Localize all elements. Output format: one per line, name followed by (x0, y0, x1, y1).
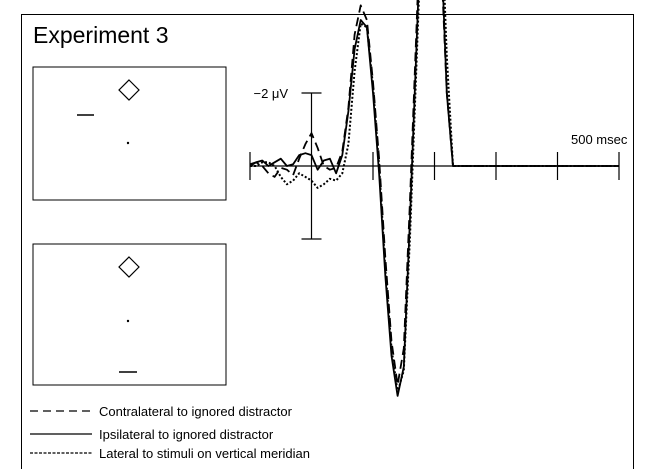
x-end-label: 500 msec (571, 132, 628, 147)
y-scale-label: −2 μV (254, 86, 289, 101)
legend-label: Contralateral to ignored distractor (99, 404, 293, 419)
chart-series (249, 0, 619, 397)
fixation-dot (126, 141, 130, 145)
panel-vertical-meridian (32, 243, 227, 386)
panel-frame (32, 243, 227, 386)
legend-label: Lateral to stimuli on vertical meridian (99, 446, 310, 461)
legend-label: Ipsilateral to ignored distractor (99, 427, 274, 442)
diamond-target (118, 79, 140, 101)
series-line-dashed (249, 0, 619, 386)
fixation-dot (126, 319, 130, 323)
figure-frame (21, 14, 634, 469)
series-line-solid (249, 0, 619, 397)
figure-title: Experiment 3 (33, 22, 169, 48)
panel-frame (32, 66, 227, 201)
panel-lateral-distractor (32, 66, 227, 201)
diamond-target (118, 256, 140, 278)
